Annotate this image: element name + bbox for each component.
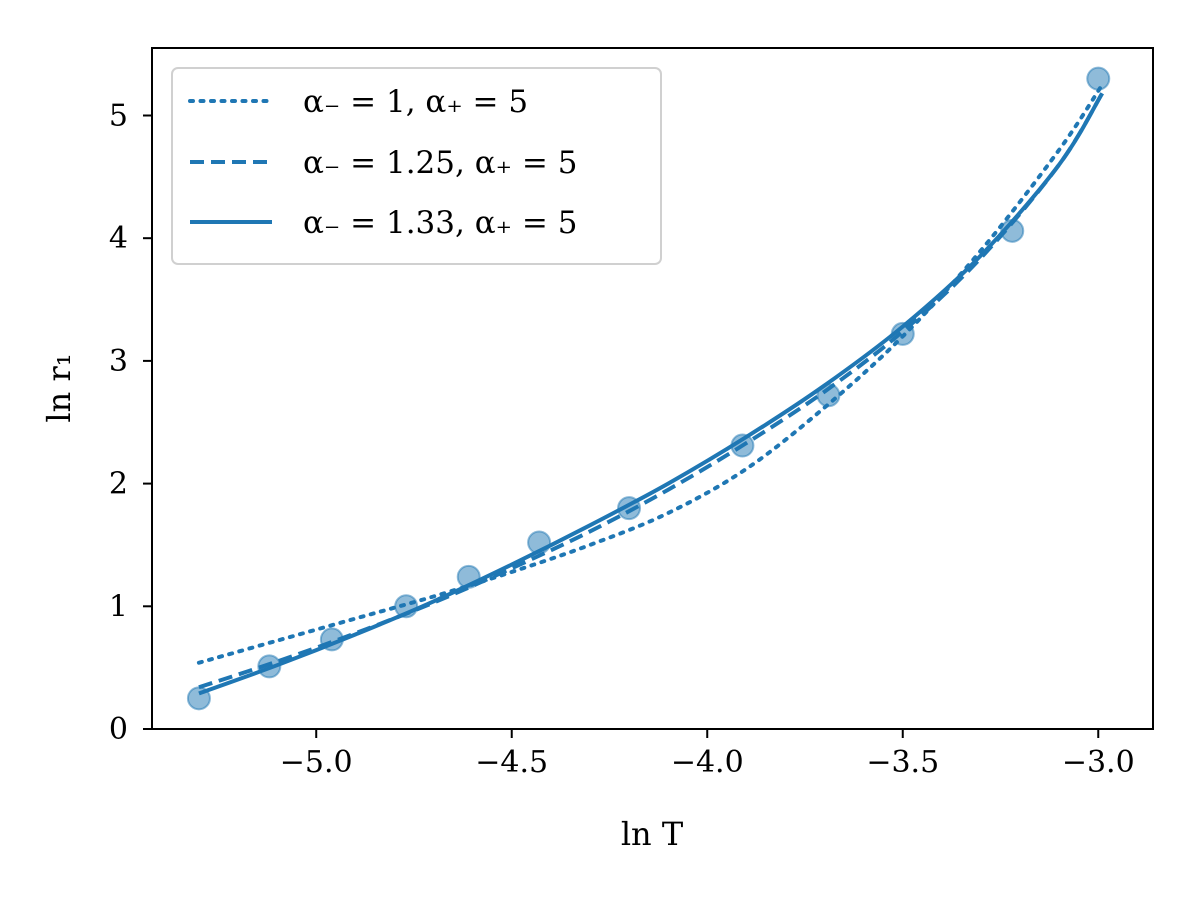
y-tick-label: 3: [109, 344, 128, 379]
legend-box: [171, 67, 662, 265]
y-axis-ticks: 0 1 2 3 4 5: [109, 98, 152, 747]
y-tick-label: 5: [109, 98, 128, 133]
y-tick-label: 2: [109, 467, 128, 502]
x-axis-label: ln T: [621, 815, 684, 853]
series-line-dotted: [196, 82, 1105, 665]
y-tick-label: 1: [109, 589, 128, 624]
x-tick-label: −3.5: [866, 745, 939, 780]
legend-label: α₋ = 1.33, α₊ = 5: [303, 205, 577, 241]
x-axis-ticks: −5.0 −4.5 −4.0 −3.5 −3.0: [280, 729, 1135, 780]
series-line-solid: [198, 92, 1104, 696]
legend-label: α₋ = 1, α₊ = 5: [303, 84, 528, 120]
y-tick-label: 0: [109, 712, 128, 747]
scatter-point: [1086, 66, 1111, 91]
x-tick-label: −3.0: [1062, 745, 1135, 780]
x-tick-label: −4.0: [671, 745, 744, 780]
series-lines: [196, 82, 1105, 696]
x-tick-label: −4.5: [475, 745, 548, 780]
x-tick-label: −5.0: [280, 745, 353, 780]
axes-frame: [151, 47, 1154, 730]
y-axis-label: ln r₁: [40, 353, 78, 422]
y-tick-label: 4: [109, 221, 128, 256]
legend-label: α₋ = 1.25, α₊ = 5: [303, 145, 577, 181]
legend: α₋ = 1, α₊ = 5 α₋ = 1.25, α₊ = 5 α₋ = 1.33…: [171, 67, 662, 265]
